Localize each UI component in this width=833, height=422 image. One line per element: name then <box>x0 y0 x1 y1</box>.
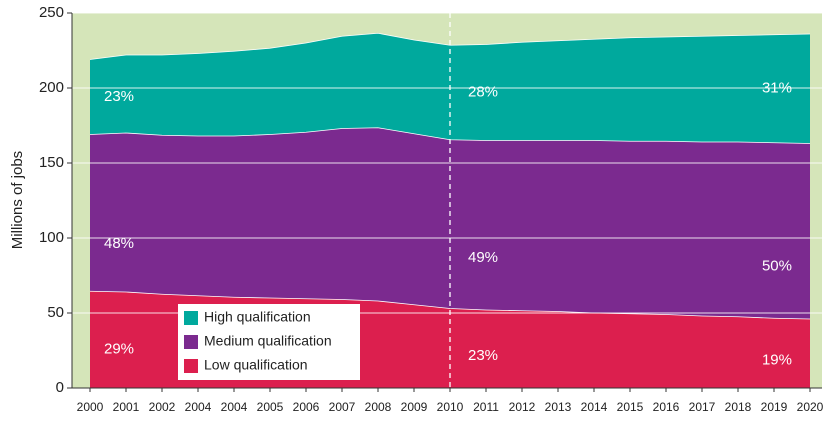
x-tick-label: 2000 <box>77 400 104 414</box>
x-tick-label: 2005 <box>257 400 284 414</box>
legend-swatch <box>184 311 198 325</box>
x-tick-label: 2019 <box>761 400 788 414</box>
share-label: 28% <box>468 83 498 100</box>
legend-label: High qualification <box>204 309 311 325</box>
share-label: 49% <box>468 249 498 266</box>
x-tick-label: 2017 <box>689 400 716 414</box>
y-tick-label: 200 <box>39 79 64 96</box>
share-label: 50% <box>762 257 792 274</box>
share-label: 48% <box>104 235 134 252</box>
x-tick-label: 2012 <box>509 400 536 414</box>
y-tick-label: 150 <box>39 154 64 171</box>
legend-label: Low qualification <box>204 357 308 373</box>
x-tick-label: 2014 <box>581 400 608 414</box>
legend: High qualification Medium qualification Lo… <box>178 304 360 380</box>
x-tick-label: 2016 <box>653 400 680 414</box>
x-tick-label: 2009 <box>401 400 428 414</box>
x-tick-label: 2006 <box>293 400 320 414</box>
share-label: 29% <box>104 340 134 357</box>
y-tick-label: 50 <box>47 304 64 321</box>
y-tick-label: 250 <box>39 4 64 21</box>
y-tick-label: 100 <box>39 229 64 246</box>
x-tick-label: 2018 <box>725 400 752 414</box>
x-tick-label: 2004 <box>221 400 248 414</box>
share-label: 19% <box>762 351 792 368</box>
legend-box <box>178 304 360 380</box>
legend-label: Medium qualification <box>204 333 332 349</box>
area-boundary <box>89 32 811 60</box>
x-tick-label: 2013 <box>545 400 572 414</box>
legend-swatch <box>184 359 198 373</box>
share-label: 23% <box>104 88 134 105</box>
x-tick-label: 2008 <box>365 400 392 414</box>
x-tick-label: 2020 <box>797 400 824 414</box>
share-label: 31% <box>762 80 792 97</box>
x-tick-label: 2004 <box>185 400 212 414</box>
x-tick-label: 2011 <box>473 400 499 414</box>
x-tick-label: 2010 <box>437 400 464 414</box>
x-tick-label: 2007 <box>329 400 356 414</box>
x-tick-label: 2001 <box>113 400 140 414</box>
x-tick-label: 2002 <box>149 400 176 414</box>
area-boundary <box>89 290 811 320</box>
y-tick-label: 0 <box>56 379 64 396</box>
share-label: 23% <box>468 347 498 364</box>
x-tick-label: 2015 <box>617 400 644 414</box>
legend-swatch <box>184 335 198 349</box>
y-axis-label: Millions of jobs <box>9 151 26 249</box>
